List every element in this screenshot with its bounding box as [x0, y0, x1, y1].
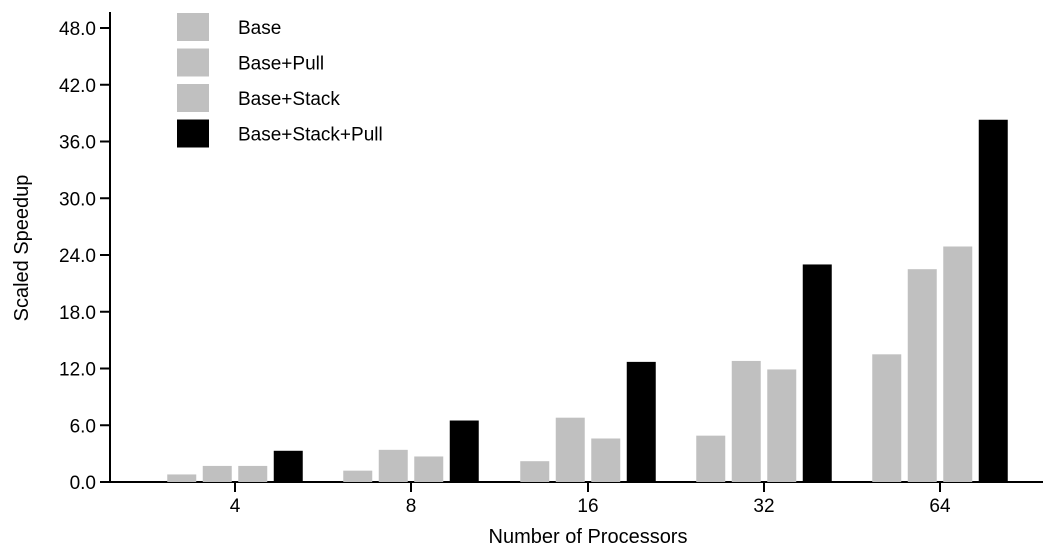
legend-label: Base+Stack+Pull — [238, 125, 383, 146]
bar-base-pull-32 — [731, 360, 761, 482]
bar-base-stack-32 — [767, 369, 797, 482]
y-axis: 0.0 6.0 12.0 18.0 24.0 30.0 36.0 42.0 48.0 — [59, 12, 111, 494]
bar-base-pull-4 — [202, 465, 232, 482]
bar-base-pull-16 — [555, 417, 585, 482]
x-tick-label: 8 — [406, 496, 417, 517]
y-tick-label: 48.0 — [59, 19, 96, 40]
y-tick-label: 36.0 — [59, 133, 96, 154]
legend-label: Base+Stack — [238, 89, 340, 110]
bar-base-stack-pull-16 — [626, 361, 656, 482]
y-tick-label: 0.0 — [70, 473, 96, 494]
bar-base-32 — [696, 435, 726, 482]
legend-swatch — [177, 13, 209, 41]
bar-base-stack-4 — [238, 465, 268, 482]
bar-base-stack-64 — [943, 246, 973, 482]
x-axis-title: Number of Processors — [489, 526, 688, 547]
x-tick-label: 16 — [577, 496, 598, 517]
y-axis-title: Scaled Speedup — [11, 175, 33, 322]
legend-swatch — [177, 119, 209, 148]
x-tick-label: 32 — [753, 496, 774, 517]
bar-base-stack-pull-32 — [802, 264, 832, 482]
x-axis: 4 8 16 32 64 — [110, 481, 1043, 517]
legend: Base Base+Pull Base+Stack Base+Stack+Pull — [177, 13, 383, 148]
y-tick-label: 12.0 — [59, 360, 96, 381]
bar-base-stack-8 — [414, 456, 444, 482]
y-tick-label: 42.0 — [59, 76, 96, 97]
legend-label: Base+Pull — [238, 54, 324, 75]
bar-base-stack-pull-4 — [273, 450, 303, 482]
bar-base-stack-pull-8 — [449, 420, 479, 482]
legend-swatch — [177, 48, 209, 77]
y-tick-label: 30.0 — [59, 189, 96, 210]
legend-label: Base — [238, 18, 281, 39]
y-tick-label: 6.0 — [70, 416, 96, 437]
bars — [167, 119, 1008, 482]
bar-base-pull-8 — [378, 449, 408, 482]
legend-swatch — [177, 84, 209, 112]
bar-base-stack-pull-64 — [978, 119, 1008, 482]
y-tick-label: 24.0 — [59, 246, 96, 267]
bar-base-4 — [167, 474, 197, 482]
bar-base-stack-16 — [591, 438, 621, 482]
x-tick-label: 64 — [929, 496, 951, 517]
y-tick-label: 18.0 — [59, 303, 96, 324]
bar-base-16 — [520, 461, 550, 482]
x-tick-label: 4 — [230, 496, 241, 517]
bar-base-64 — [872, 354, 902, 482]
bar-base-8 — [343, 470, 373, 482]
bar-base-pull-64 — [907, 269, 937, 482]
